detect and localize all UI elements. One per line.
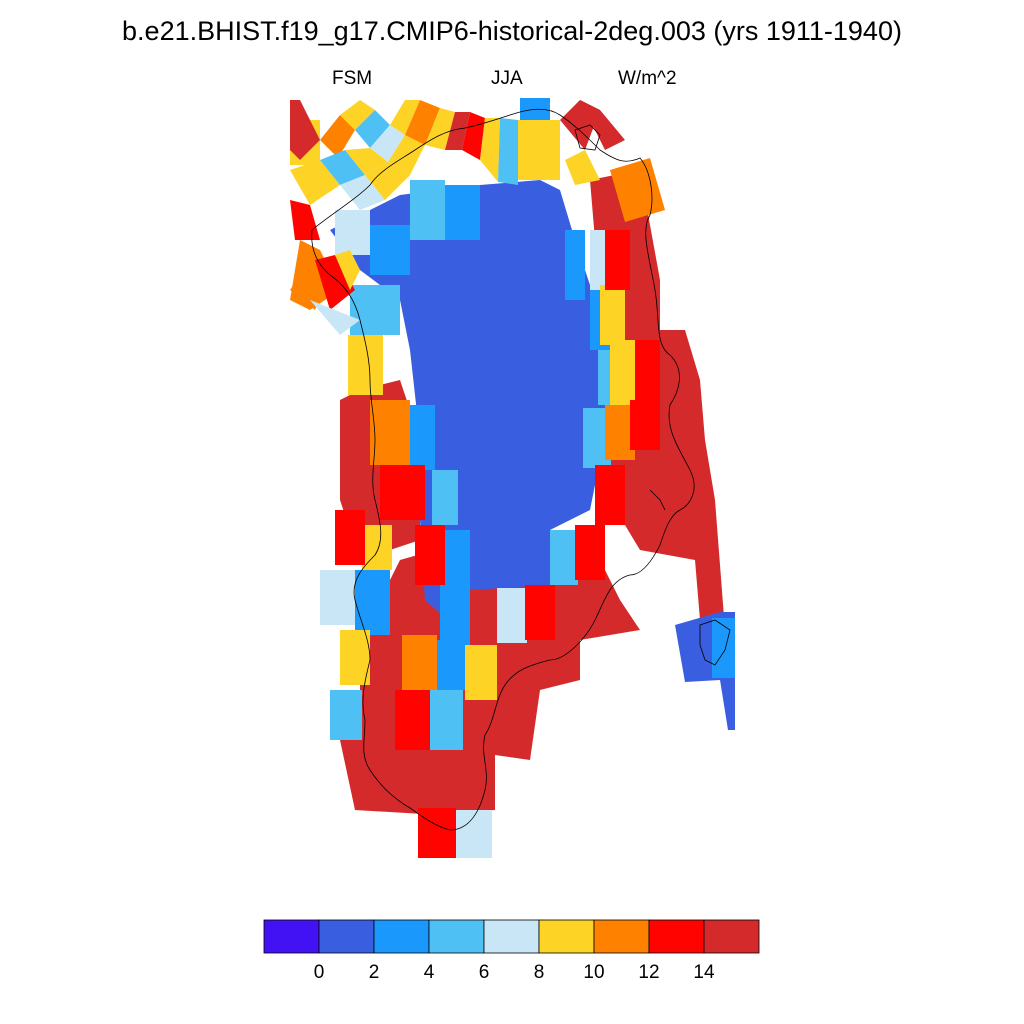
cell: [410, 180, 445, 240]
map-field: [290, 98, 735, 858]
units-label: W/m^2: [618, 68, 677, 89]
cell: [600, 285, 625, 345]
cell: [415, 525, 445, 585]
cell: [330, 690, 362, 740]
colorbar-box: [373, 919, 430, 954]
cell: [712, 618, 735, 678]
coastline: [311, 108, 731, 831]
cell: [395, 690, 430, 750]
cell: [410, 405, 435, 470]
cell: [370, 225, 410, 275]
colorbar-box: [593, 919, 650, 954]
cell: [335, 510, 365, 565]
cell: [605, 230, 630, 290]
cell: [355, 570, 390, 635]
cell: [432, 470, 458, 525]
colorbar-tick-label: 12: [638, 962, 660, 983]
colorbar-box: [703, 919, 760, 954]
colorbar-box: [318, 919, 375, 954]
cell: [340, 630, 370, 685]
cell: [370, 400, 410, 465]
cell: [402, 635, 437, 690]
north-fan-cells: [290, 100, 625, 335]
cell: [518, 120, 560, 180]
cell: [575, 525, 605, 580]
cell: [565, 230, 585, 300]
cell: [497, 588, 527, 643]
colorbar-box: [263, 919, 320, 954]
cell: [320, 570, 355, 625]
colorbar: [263, 919, 760, 954]
cell: [525, 585, 555, 640]
tip-cell-pale: [456, 810, 492, 858]
cell: [465, 645, 497, 700]
colorbar-box: [483, 919, 540, 954]
cell: [435, 640, 465, 690]
cell: [350, 285, 400, 335]
cell: [362, 525, 392, 570]
colorbar-box: [538, 919, 595, 954]
season-label: JJA: [491, 68, 523, 89]
cell: [428, 690, 463, 750]
cell: [445, 185, 480, 240]
cell: [630, 400, 660, 450]
colorbar-tick-label: 14: [693, 962, 715, 983]
cell: [595, 465, 625, 525]
cell: [380, 465, 425, 520]
colorbar-tick-label: 4: [423, 962, 435, 983]
cell: [635, 340, 660, 400]
colorbar-tick-label: 6: [478, 962, 490, 983]
plot-title: b.e21.BHIST.f19_g17.CMIP6-historical-2de…: [122, 16, 902, 46]
variable-label: FSM: [332, 68, 373, 89]
colorbar-tick-label: 10: [583, 962, 605, 983]
colorbar-box: [648, 919, 705, 954]
colorbar-tick-label: 2: [368, 962, 380, 983]
cell: [610, 340, 635, 405]
colorbar-box: [428, 919, 485, 954]
tip-cell-red: [418, 808, 456, 858]
colorbar-tick-label: 0: [313, 962, 325, 983]
colorbar-tick-label: 8: [533, 962, 545, 983]
cell: [335, 210, 370, 255]
cell: [550, 530, 578, 585]
